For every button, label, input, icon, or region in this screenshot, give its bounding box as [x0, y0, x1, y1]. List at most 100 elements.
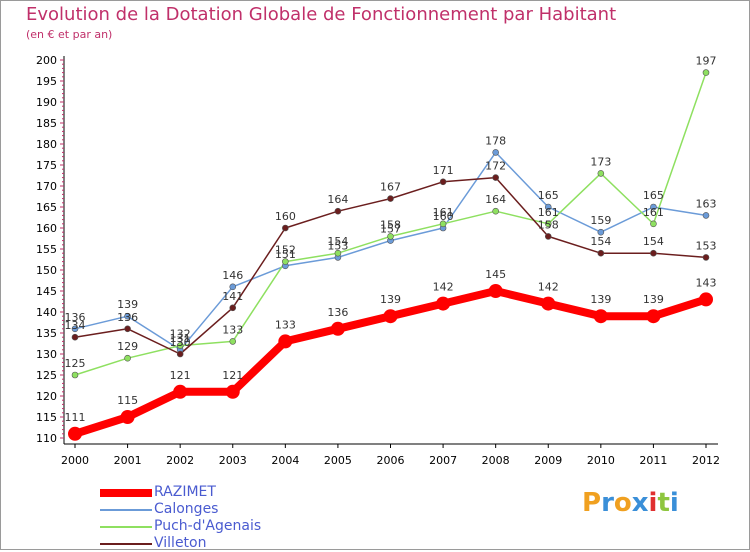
data-point-villeton [544, 233, 552, 240]
logo-letter: x [631, 488, 649, 518]
x-tick-label: 2000 [61, 454, 89, 467]
data-point-puch-d-agenais [650, 220, 657, 228]
data-point-razimet [646, 309, 661, 324]
data-label-puch-d-agenais: 152 [275, 244, 296, 257]
data-label-villeton: 136 [117, 311, 138, 324]
data-label-razimet: 111 [65, 411, 86, 424]
data-point-puch-d-agenais [544, 220, 552, 228]
legend-item-razimet: RAZIMET [100, 484, 261, 501]
data-point-villeton [229, 304, 237, 312]
x-tick-label: 2001 [114, 454, 142, 467]
data-point-calonges [702, 212, 710, 219]
data-point-razimet [278, 334, 293, 349]
data-point-villeton [176, 350, 184, 358]
data-label-villeton: 158 [538, 218, 559, 231]
legend-swatch [100, 525, 152, 528]
data-label-villeton: 167 [380, 181, 401, 194]
y-tick-label: 115 [36, 411, 57, 424]
y-tick-label: 185 [36, 117, 57, 130]
legend-swatch [100, 488, 152, 497]
data-point-villeton [282, 224, 289, 232]
data-point-razimet [68, 426, 82, 441]
y-tick-label: 145 [36, 285, 57, 298]
data-label-puch-d-agenais: 158 [380, 218, 401, 231]
y-tick-label: 120 [36, 390, 57, 403]
y-tick-label: 190 [36, 96, 57, 109]
data-label-puch-d-agenais: 161 [643, 206, 664, 219]
data-label-razimet: 139 [380, 293, 401, 306]
data-point-puch-d-agenais [71, 371, 79, 379]
data-label-razimet: 121 [222, 369, 243, 382]
data-label-villeton: 154 [590, 235, 611, 248]
x-tick-label: 2003 [219, 454, 247, 467]
data-label-calonges: 139 [117, 298, 138, 311]
data-label-calonges: 163 [696, 197, 717, 210]
data-point-villeton [124, 325, 131, 333]
legend-item-calonges: Calonges [100, 501, 261, 518]
data-point-calonges [229, 283, 237, 291]
data-label-villeton: 171 [433, 164, 454, 177]
data-label-puch-d-agenais: 154 [327, 235, 348, 248]
data-label-villeton: 141 [222, 290, 243, 303]
legend-swatch [100, 542, 152, 545]
data-point-razimet [330, 321, 345, 336]
data-label-razimet: 133 [275, 318, 296, 331]
y-tick-label: 165 [36, 201, 57, 214]
data-label-razimet: 115 [117, 394, 138, 407]
data-label-puch-d-agenais: 132 [170, 328, 191, 341]
logo-letter: t [657, 488, 670, 518]
proxiti-logo: Proxiti [582, 488, 679, 518]
data-label-puch-d-agenais: 173 [590, 155, 611, 168]
y-tick-label: 175 [36, 159, 57, 172]
value-labels: 1361391311461511531571601781651591651631… [65, 55, 717, 424]
data-point-puch-d-agenais [176, 342, 184, 349]
data-label-calonges: 165 [643, 189, 664, 202]
logo-letter: r [601, 488, 614, 518]
chart-axes: 110 115 120 125 130 135 140 145 150 155 160 165 170 1… [36, 54, 720, 467]
legend-swatch [100, 508, 152, 511]
data-label-razimet: 139 [590, 293, 611, 306]
chart-subtitle: (en € et par an) [26, 28, 113, 41]
data-label-puch-d-agenais: 161 [538, 206, 559, 219]
legend-item-puch-d-agenais: Puch-d'Agenais [100, 518, 261, 535]
data-label-razimet: 136 [327, 306, 348, 319]
data-point-puch-d-agenais [387, 233, 394, 240]
data-label-villeton: 160 [275, 210, 296, 223]
data-label-calonges: 136 [65, 311, 86, 324]
data-point-calonges [650, 203, 657, 211]
data-label-villeton: 130 [170, 336, 191, 349]
data-point-razimet [436, 296, 451, 311]
data-point-puch-d-agenais [597, 170, 605, 177]
data-point-puch-d-agenais [702, 69, 710, 76]
data-point-villeton [387, 195, 394, 202]
x-tick-label: 2006 [377, 454, 405, 467]
data-point-calonges [71, 325, 79, 333]
y-tick-label: 195 [36, 75, 57, 88]
y-tick-label: 140 [36, 306, 57, 319]
logo-letter: o [613, 488, 632, 518]
logo-letter: P [582, 488, 602, 518]
x-tick-label: 2012 [692, 454, 720, 467]
data-label-razimet: 139 [643, 293, 664, 306]
logo-letter: i [648, 488, 658, 518]
data-label-calonges: 153 [327, 239, 348, 252]
data-label-puch-d-agenais: 125 [65, 357, 86, 370]
x-tick-label: 2009 [534, 454, 562, 467]
data-label-calonges: 160 [433, 210, 454, 223]
data-point-razimet [593, 309, 608, 324]
legend-label: Villeton [154, 535, 207, 551]
x-tick-label: 2004 [271, 454, 299, 467]
data-label-razimet: 143 [696, 276, 717, 289]
data-label-calonges: 165 [538, 189, 559, 202]
data-label-calonges: 131 [170, 332, 191, 345]
data-label-puch-d-agenais: 164 [485, 193, 506, 206]
series-points [68, 69, 713, 441]
x-tick-label: 2007 [429, 454, 457, 467]
chart-title: Evolution de la Dotation Globale de Fonc… [26, 4, 617, 25]
y-tick-label: 160 [36, 222, 57, 235]
legend-label: Puch-d'Agenais [154, 518, 262, 534]
data-point-calonges [597, 228, 605, 236]
data-point-calonges [124, 312, 131, 320]
